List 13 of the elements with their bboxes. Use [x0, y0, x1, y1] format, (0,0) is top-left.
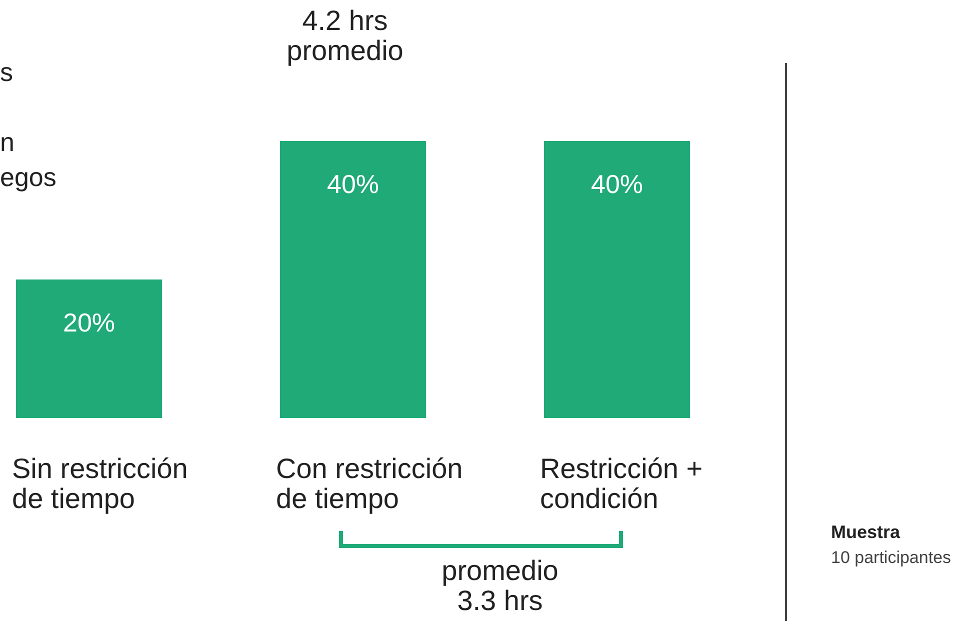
text: Muestra	[831, 522, 902, 542]
annotation: egos	[0, 162, 56, 192]
text: 4.2 hrs promedio	[286, 5, 404, 66]
text: s	[0, 57, 13, 87]
x-tick-label: Sin restricción de tiempo	[12, 453, 188, 514]
text: 10 participantes	[831, 548, 952, 567]
text: promedio 3.3 hrs	[442, 555, 558, 616]
x-tick-label: Con restricción de tiempo	[276, 453, 463, 514]
data-label: 20%	[62, 308, 116, 338]
x-tick-label: Restricción + condición	[540, 453, 703, 514]
data-label: 40%	[590, 169, 644, 199]
annotation: n	[0, 127, 14, 157]
data-label: 40%	[326, 169, 380, 199]
